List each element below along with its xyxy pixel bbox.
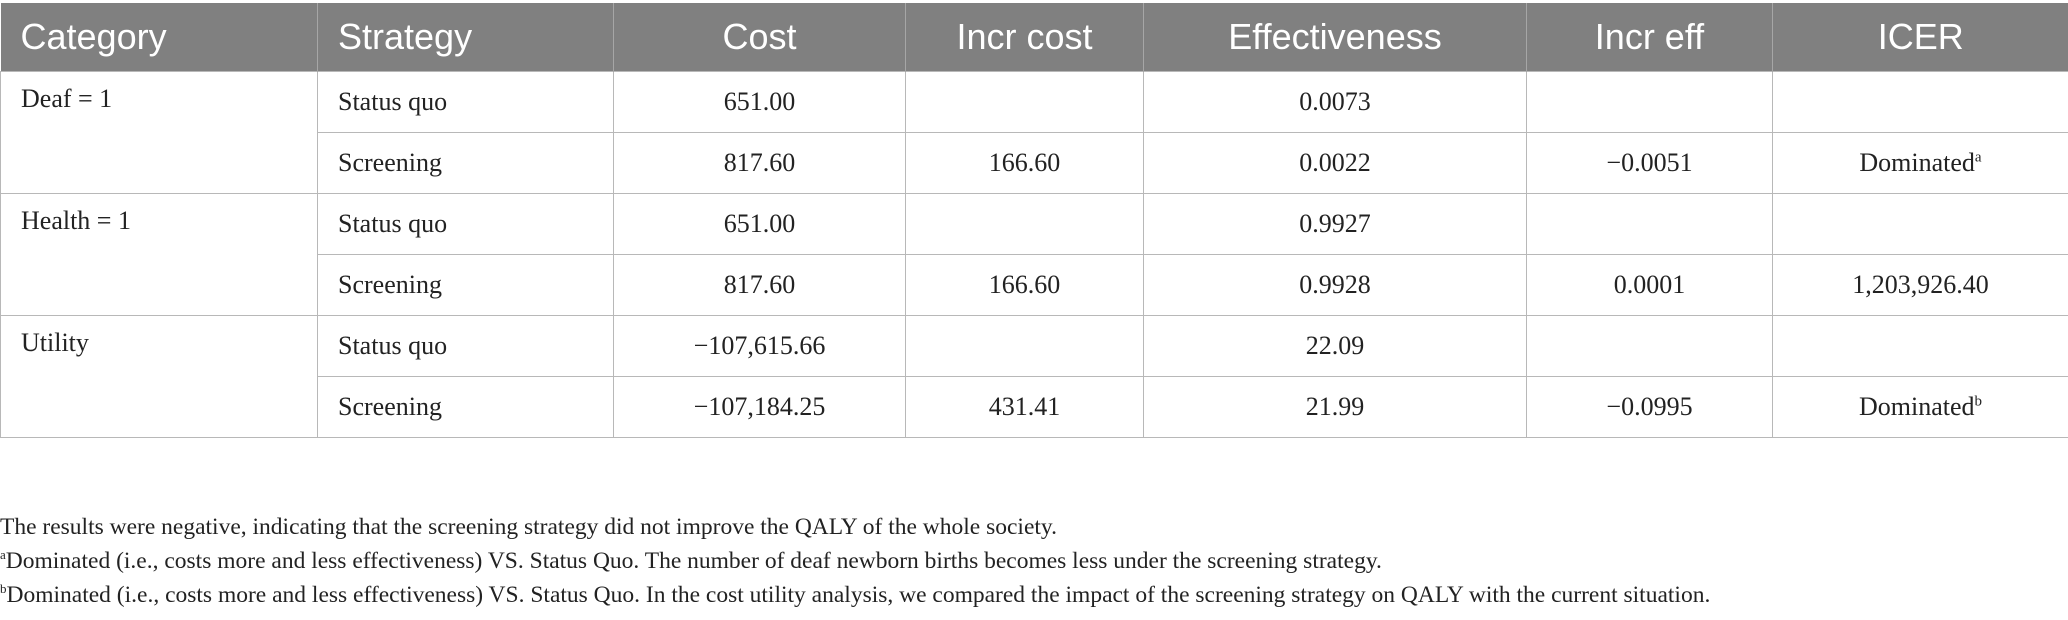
icer-footnote-marker: a — [1974, 149, 1982, 166]
icer-cell: Dominateda — [1772, 132, 2068, 194]
incr-cost-cell: 166.60 — [905, 132, 1144, 194]
effectiveness-cell: 0.9928 — [1143, 254, 1527, 316]
icer-cell — [1772, 193, 2068, 255]
incr-eff-cell: −0.0051 — [1526, 132, 1773, 194]
header-strategy: Strategy — [317, 3, 614, 72]
strategy-cell: Status quo — [317, 315, 614, 377]
footnote-a-marker: a — [0, 547, 6, 563]
category-cell: Deaf = 1 — [0, 71, 318, 194]
incr-cost-cell: 166.60 — [905, 254, 1144, 316]
header-category: Category — [0, 3, 318, 72]
cost-cell: 651.00 — [613, 193, 906, 255]
icer-value: Dominated — [1858, 392, 1975, 421]
footnote-b: bDominated (i.e., costs more and less ef… — [0, 578, 2068, 612]
footnote-b-marker: b — [0, 581, 7, 597]
incr-eff-cell: −0.0995 — [1526, 376, 1773, 438]
icer-cell: 1,203,926.40 — [1772, 254, 2068, 316]
strategy-cell: Screening — [317, 254, 614, 316]
table-row: Deaf = 1 Status quo 651.00 0.0073 — [0, 71, 2068, 194]
incr-cost-cell — [905, 193, 1144, 255]
footnote-a: aDominated (i.e., costs more and less ef… — [0, 544, 2068, 578]
icer-footnote-marker: b — [1974, 393, 1983, 410]
incr-eff-cell — [1526, 193, 1773, 255]
results-table-container: Category Strategy Cost Incr cost Effecti… — [0, 3, 2068, 438]
category-cell: Health = 1 — [0, 193, 318, 316]
icer-value: Dominated — [1859, 148, 1975, 177]
incr-cost-cell: 431.41 — [905, 376, 1144, 438]
incr-cost-cell — [905, 315, 1144, 377]
effectiveness-cell: 22.09 — [1143, 315, 1527, 377]
header-row: Category Strategy Cost Incr cost Effecti… — [0, 3, 2068, 72]
cost-cell: 651.00 — [613, 71, 906, 133]
strategy-cell: Screening — [317, 132, 614, 194]
cost-cell: 817.60 — [613, 132, 906, 194]
header-cost: Cost — [613, 3, 906, 72]
effectiveness-cell: 0.0022 — [1143, 132, 1527, 194]
results-table: Category Strategy Cost Incr cost Effecti… — [0, 3, 2068, 438]
header-incr-eff: Incr eff — [1526, 3, 1773, 72]
icer-value: 1,203,926.40 — [1852, 270, 1989, 299]
effectiveness-cell: 21.99 — [1143, 376, 1527, 438]
cost-cell: −107,184.25 — [613, 376, 906, 438]
table-footnotes: The results were negative, indicating th… — [0, 510, 2068, 612]
header-icer: ICER — [1772, 3, 2068, 72]
cost-cell: −107,615.66 — [613, 315, 906, 377]
cost-cell: 817.60 — [613, 254, 906, 316]
incr-eff-cell: 0.0001 — [1526, 254, 1773, 316]
icer-cell — [1772, 315, 2068, 377]
incr-eff-cell — [1526, 71, 1773, 133]
table-row: Utility Status quo −107,615.66 22.09 — [0, 315, 2068, 438]
table-row: Screening −107,184.25 431.41 21.99 −0.09… — [1, 376, 2068, 438]
incr-eff-cell — [1526, 315, 1773, 377]
effectiveness-cell: 0.0073 — [1143, 71, 1527, 133]
footnote-general: The results were negative, indicating th… — [0, 514, 1058, 540]
header-effectiveness: Effectiveness — [1143, 3, 1527, 72]
effectiveness-cell: 0.9927 — [1143, 193, 1527, 255]
category-cell: Utility — [0, 315, 318, 438]
header-incr-cost: Incr cost — [905, 3, 1144, 72]
icer-cell — [1772, 71, 2068, 133]
footnote-b-text: Dominated (i.e., costs more and less eff… — [6, 582, 1711, 608]
footnote-a-text: Dominated (i.e., costs more and less eff… — [5, 548, 1382, 574]
incr-cost-cell — [905, 71, 1144, 133]
table-row: Health = 1 Status quo 651.00 0.9927 — [0, 193, 2068, 316]
strategy-cell: Screening — [317, 376, 614, 438]
strategy-cell: Status quo — [317, 71, 614, 133]
strategy-cell: Status quo — [317, 193, 614, 255]
icer-cell: Dominatedb — [1772, 376, 2068, 438]
